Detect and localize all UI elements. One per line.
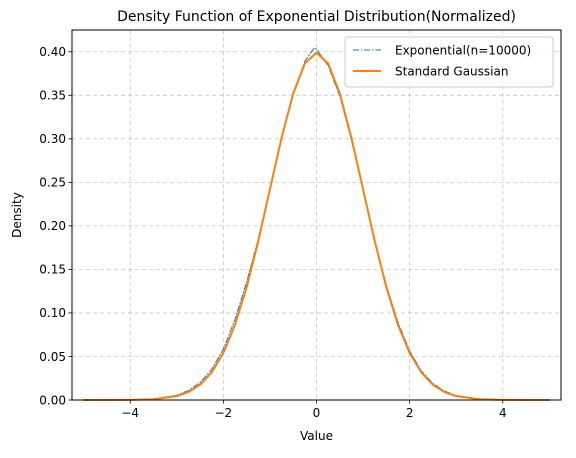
legend-label-gaussian: Standard Gaussian [395,64,508,78]
y-tick-label: 0.25 [39,176,66,190]
x-tick-label: −2 [215,406,233,420]
series-layer [82,47,551,401]
y-tick-label: 0.00 [39,393,66,407]
series-line-gaussian [82,51,551,401]
x-tick-label: −4 [121,406,139,420]
y-tick-label: 0.10 [39,306,66,320]
legend-box [344,36,554,88]
y-tick-label: 0.35 [39,89,66,103]
legend-label-exponential: Exponential(n=10000) [395,43,531,57]
x-axis-label: Value [300,429,333,443]
x-tick-label: 4 [499,406,507,420]
y-tick-label: 0.15 [39,263,66,277]
chart-title: Density Function of Exponential Distribu… [117,9,516,25]
legend: Exponential(n=10000) Standard Gaussian [344,36,554,88]
y-tick-label: 0.30 [39,132,66,146]
y-axis-label: Density [10,192,24,238]
axis-ticks: −4 −2 0 2 4 0.00 0.05 0.10 0.15 0.20 0.25 0.30 0.35 0… [39,45,506,420]
x-tick-label: 2 [406,406,414,420]
x-tick-label: 0 [313,406,321,420]
y-tick-label: 0.20 [39,219,66,233]
y-tick-label: 0.05 [39,350,66,364]
y-tick-label: 0.40 [39,45,66,59]
